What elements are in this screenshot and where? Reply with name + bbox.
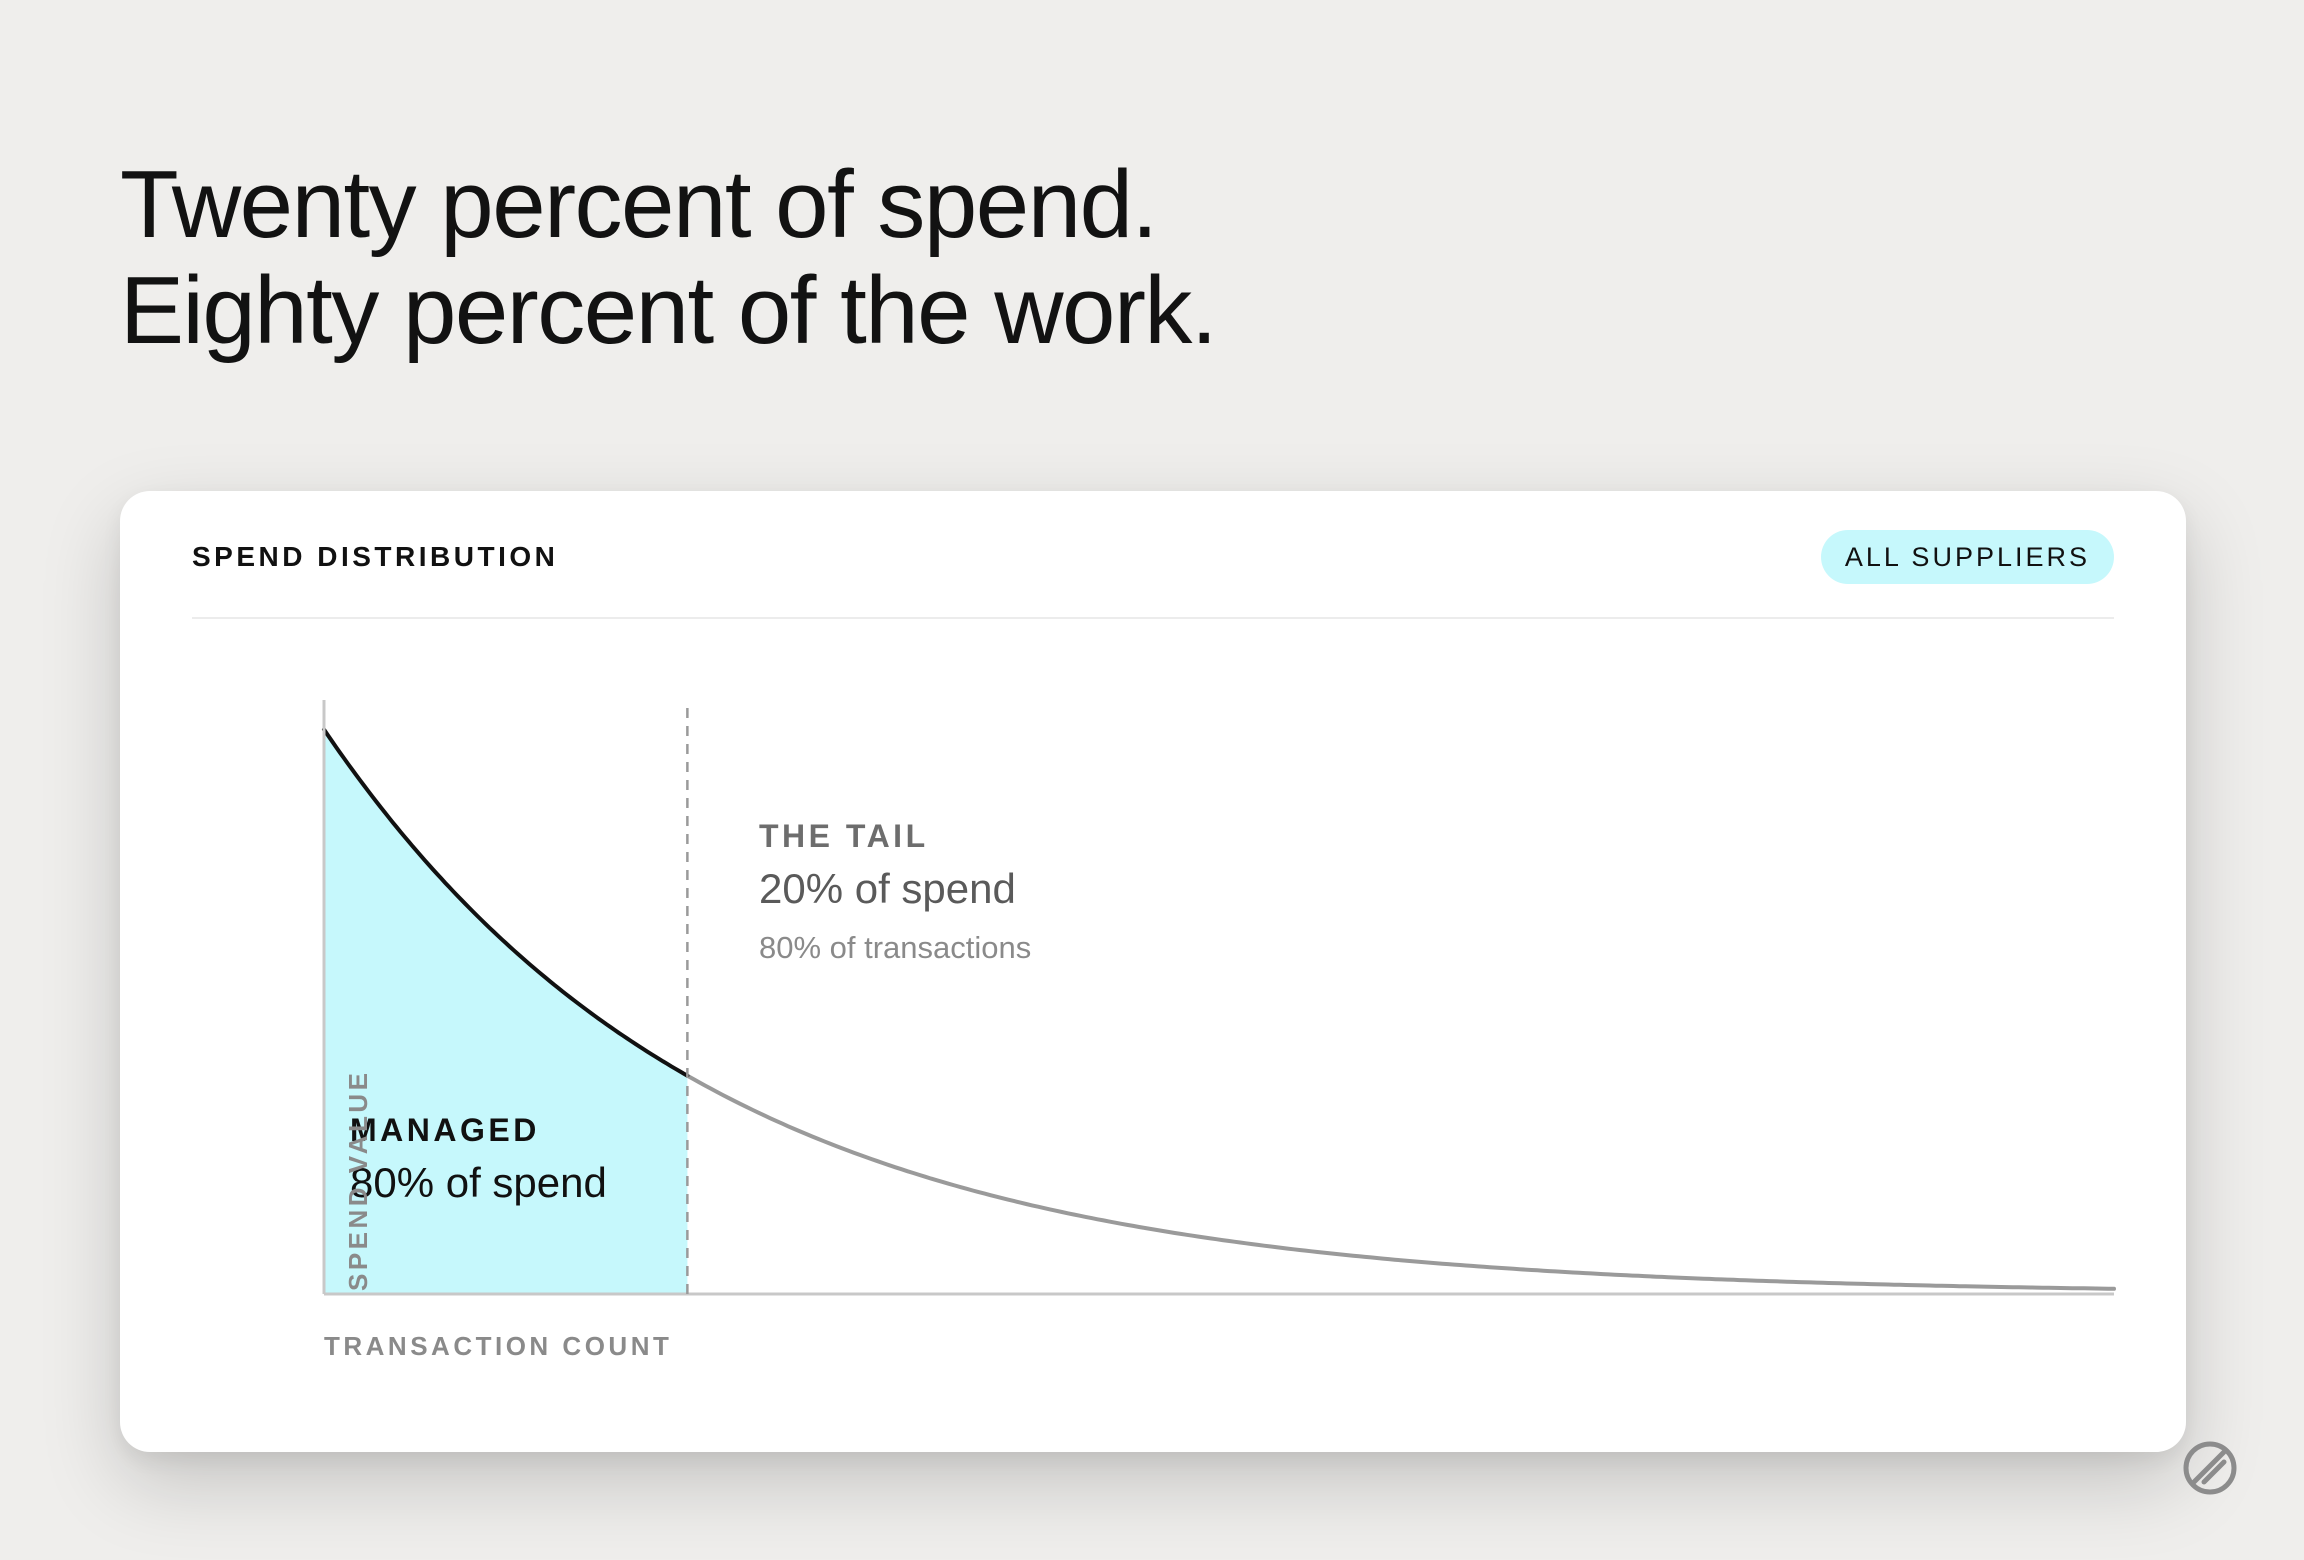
page-headline: Twenty percent of spend. Eighty percent … — [120, 151, 1218, 364]
head-curve-line — [322, 727, 690, 1078]
spend-distribution-chart: MANAGED 80% of spend THE TAIL 20% of spe… — [322, 700, 2116, 1361]
tail-region-note: 80% of transactions — [759, 930, 1031, 965]
card-header-divider — [192, 617, 2114, 619]
tail-region-value: 20% of spend — [759, 865, 1016, 912]
tail-curve-line — [685, 1073, 2116, 1291]
all-suppliers-filter-badge[interactable]: ALL SUPPLIERS — [1820, 530, 2114, 584]
managed-region-value: 80% of spend — [350, 1159, 607, 1206]
x-axis-label: TRANSACTION COUNT — [324, 1331, 672, 1361]
spend-distribution-card: SPEND DISTRIBUTION ALL SUPPLIERS MANAGED… — [120, 491, 2186, 1452]
managed-area-fill — [324, 729, 688, 1294]
headline-line-1: Twenty percent of spend. — [120, 151, 1158, 258]
tail-region-label: THE TAIL — [759, 818, 929, 854]
slashed-circle-logo-icon — [2183, 1441, 2237, 1495]
headline-line-2: Eighty percent of the work. — [120, 257, 1218, 364]
card-title: SPEND DISTRIBUTION — [192, 541, 559, 572]
y-axis-label: SPEND VALUE — [343, 1070, 373, 1292]
managed-region-label: MANAGED — [350, 1112, 540, 1148]
